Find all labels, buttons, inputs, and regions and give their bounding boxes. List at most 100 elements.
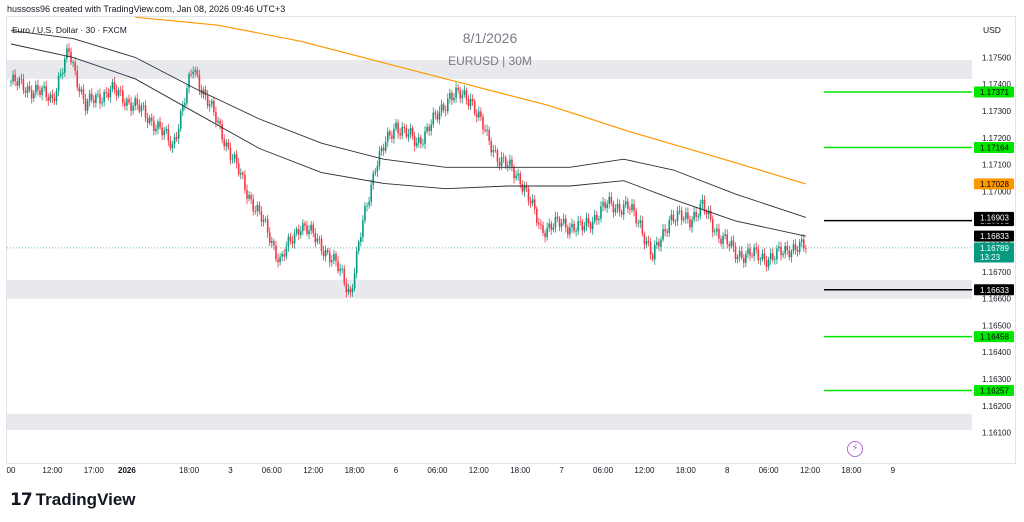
candle-body <box>571 223 573 228</box>
candle-body <box>256 205 259 212</box>
candle-body <box>320 238 323 252</box>
candle-body <box>105 91 108 93</box>
candle-body <box>337 261 339 272</box>
candle-body <box>41 87 43 96</box>
candle-body <box>734 246 737 260</box>
candle-body <box>488 129 490 142</box>
time-tick-label: 18:00 <box>676 466 697 475</box>
candle-body <box>776 248 778 260</box>
candle-body <box>175 137 178 139</box>
candle-body <box>345 283 348 293</box>
candle-body <box>49 94 52 101</box>
candle-body <box>763 253 766 261</box>
candle-body <box>260 211 263 222</box>
candle-body <box>126 99 128 106</box>
candle-body <box>608 196 611 204</box>
candle-body <box>569 227 571 235</box>
time-tick-label: 12:00 <box>634 466 655 475</box>
candle-body <box>469 98 472 106</box>
candle-body <box>682 218 685 220</box>
candle-body <box>103 91 105 102</box>
candle-body <box>689 219 691 228</box>
candle-body <box>405 128 408 137</box>
candle-body <box>173 137 176 145</box>
candle-body <box>148 117 151 124</box>
candle-body <box>204 89 207 96</box>
price-tick-label: 1.16300 <box>982 375 1011 384</box>
candle-body <box>157 121 159 129</box>
symbol-legend[interactable]: Euro / U.S. Dollar · 30 · FXCM <box>12 25 127 35</box>
candle-body <box>59 74 62 77</box>
candle-body <box>335 253 337 262</box>
channel-lower-line <box>10 43 806 237</box>
candle-body <box>703 199 706 212</box>
candle-body <box>614 208 617 213</box>
candle-body <box>186 88 188 104</box>
candle-body <box>266 219 269 233</box>
tradingview-mark-icon: 17 <box>10 490 33 510</box>
candle-body <box>434 112 437 115</box>
candle-body <box>548 223 550 228</box>
candle-body <box>177 128 180 139</box>
candle-body <box>411 128 414 137</box>
candle-body <box>693 212 695 220</box>
candle-body <box>523 186 526 192</box>
candle-body <box>542 225 544 234</box>
candle-body <box>279 256 281 263</box>
candle-body <box>88 93 91 102</box>
candle-body <box>639 220 642 223</box>
candle-body <box>507 165 509 167</box>
candle-body <box>341 268 343 270</box>
level-price-label-bg <box>974 331 1014 343</box>
level-price-label: 1.16458 <box>980 333 1009 342</box>
candle-body <box>788 250 791 258</box>
candle-body <box>316 238 319 243</box>
candle-body <box>591 221 594 230</box>
candle-body <box>382 147 385 151</box>
channel-price-label: 1.16903 <box>980 213 1009 222</box>
candle-body <box>76 70 79 88</box>
candle-body <box>74 62 76 71</box>
candle-body <box>275 245 277 260</box>
candle-body <box>660 239 662 247</box>
candle-body <box>142 105 145 107</box>
candle-body <box>161 127 163 136</box>
candle-body <box>589 223 592 230</box>
candle-body <box>604 202 606 208</box>
candle-body <box>422 143 424 145</box>
candle-body <box>331 260 333 263</box>
candle-body <box>730 240 733 247</box>
candle-body <box>287 236 290 247</box>
candle-body <box>16 81 19 86</box>
candle-body <box>567 227 569 235</box>
candle-body <box>449 92 451 99</box>
candle-body <box>115 89 118 96</box>
candle-body <box>380 147 383 152</box>
currency-label[interactable]: USD <box>983 25 1001 35</box>
lightning-icon[interactable]: ⚡ <box>847 441 863 457</box>
candle-body <box>521 183 524 192</box>
candle-body <box>535 208 538 223</box>
candle-body <box>339 268 341 272</box>
candle-body <box>302 223 304 232</box>
candle-body <box>480 111 482 117</box>
candle-body <box>159 121 161 128</box>
candle-body <box>101 101 103 104</box>
candle-body <box>685 212 687 219</box>
price-tick-label: 1.17500 <box>982 53 1011 62</box>
candle-body <box>757 249 760 261</box>
candle-body <box>51 94 54 98</box>
candle-body <box>780 246 782 256</box>
time-tick-label: 9 <box>891 466 896 475</box>
candle-body <box>629 208 631 210</box>
candle-body <box>517 173 519 176</box>
candle-body <box>722 235 724 244</box>
candle-body <box>37 84 39 91</box>
candle-body <box>728 244 731 247</box>
candle-body <box>328 252 331 263</box>
candle-body <box>751 255 753 257</box>
candle-body <box>386 131 389 142</box>
time-tick-label: 17:00 <box>84 466 105 475</box>
price-tick-label: 1.16200 <box>982 402 1011 411</box>
